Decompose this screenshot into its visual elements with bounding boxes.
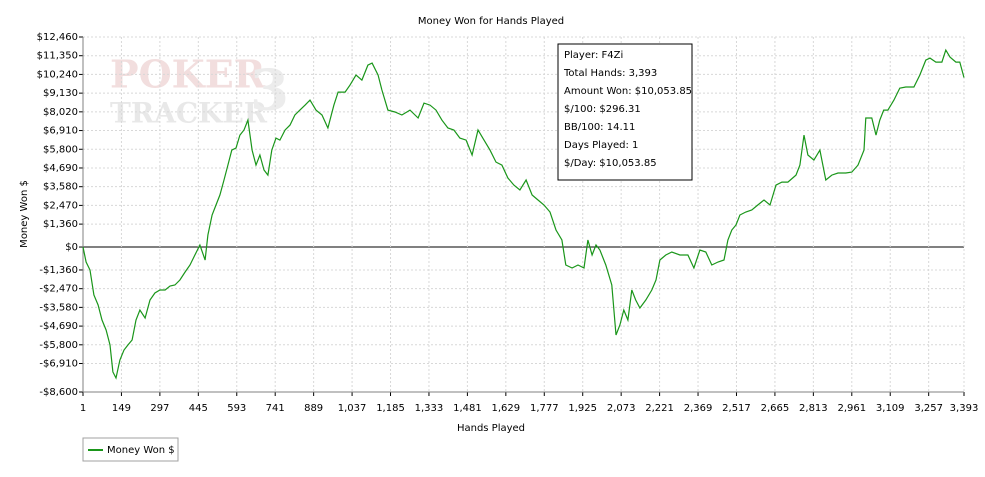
y-tick-label: $3,580 bbox=[43, 182, 78, 193]
x-tick-label: 1,629 bbox=[492, 403, 521, 414]
info-line: $/100: $296.31 bbox=[564, 104, 641, 115]
x-tick-label: 1,777 bbox=[530, 403, 559, 414]
y-tick-label: -$4,690 bbox=[39, 321, 78, 332]
info-line: Amount Won: $10,053.85 bbox=[564, 86, 692, 97]
y-tick-label: -$5,800 bbox=[39, 340, 78, 351]
series-line bbox=[82, 48, 965, 380]
x-tick-label: 297 bbox=[150, 403, 169, 414]
x-tick-label: 1 bbox=[80, 403, 86, 414]
y-tick-label: $0 bbox=[65, 242, 78, 253]
x-tick-label: 1,481 bbox=[453, 403, 482, 414]
info-line: $/Day: $10,053.85 bbox=[564, 158, 657, 169]
y-tick-label: $11,350 bbox=[37, 51, 78, 62]
x-tick-label: 3,257 bbox=[914, 403, 943, 414]
y-tick-label: -$8,600 bbox=[39, 387, 78, 398]
y-tick-label: $1,360 bbox=[43, 219, 78, 230]
y-axis-label: Money Won $ bbox=[19, 180, 30, 248]
x-tick-label: 445 bbox=[189, 403, 208, 414]
x-tick-label: 2,221 bbox=[645, 403, 674, 414]
info-line: BB/100: 14.11 bbox=[564, 122, 635, 133]
info-line: Player: F4Zi bbox=[564, 50, 623, 61]
x-tick-label: 2,961 bbox=[837, 403, 866, 414]
x-tick-label: 1,925 bbox=[568, 403, 597, 414]
x-tick-label: 149 bbox=[112, 403, 131, 414]
y-tick-label: $8,020 bbox=[43, 107, 78, 118]
x-tick-label: 741 bbox=[266, 403, 285, 414]
y-tick-label: $4,690 bbox=[43, 163, 78, 174]
y-tick-label: -$6,910 bbox=[39, 359, 78, 370]
y-tick-label: $10,240 bbox=[37, 69, 78, 80]
x-tick-label: 889 bbox=[304, 403, 323, 414]
x-tick-label: 3,109 bbox=[876, 403, 905, 414]
info-line: Days Played: 1 bbox=[564, 140, 638, 151]
y-tick-label: $5,800 bbox=[43, 144, 78, 155]
y-tick-label: $12,460 bbox=[37, 32, 78, 43]
y-tick-label: -$3,580 bbox=[39, 302, 78, 313]
x-tick-label: 2,665 bbox=[761, 403, 790, 414]
legend-label: Money Won $ bbox=[107, 445, 175, 456]
x-tick-label: 2,369 bbox=[684, 403, 713, 414]
watermark: 3 bbox=[250, 58, 289, 124]
info-box bbox=[557, 43, 693, 181]
x-tick-label: 1,333 bbox=[415, 403, 444, 414]
x-tick-label: 1,185 bbox=[376, 403, 405, 414]
watermark: TRACKER bbox=[110, 97, 268, 130]
chart-title: Money Won for Hands Played bbox=[418, 16, 564, 27]
x-tick-label: 593 bbox=[227, 403, 246, 414]
info-line: Total Hands: 3,393 bbox=[563, 68, 657, 79]
x-tick-label: 1,037 bbox=[338, 403, 367, 414]
y-tick-label: $2,470 bbox=[43, 200, 78, 211]
x-tick-label: 2,813 bbox=[799, 403, 828, 414]
x-tick-label: 3,393 bbox=[950, 403, 979, 414]
y-tick-label: -$2,470 bbox=[39, 284, 78, 295]
x-axis-label: Hands Played bbox=[457, 423, 525, 434]
y-tick-label: $9,130 bbox=[43, 88, 78, 99]
y-tick-label: -$1,360 bbox=[39, 265, 78, 276]
legend-box bbox=[82, 437, 179, 462]
y-tick-label: $6,910 bbox=[43, 126, 78, 137]
x-tick-label: 2,517 bbox=[722, 403, 751, 414]
x-tick-label: 2,073 bbox=[607, 403, 636, 414]
